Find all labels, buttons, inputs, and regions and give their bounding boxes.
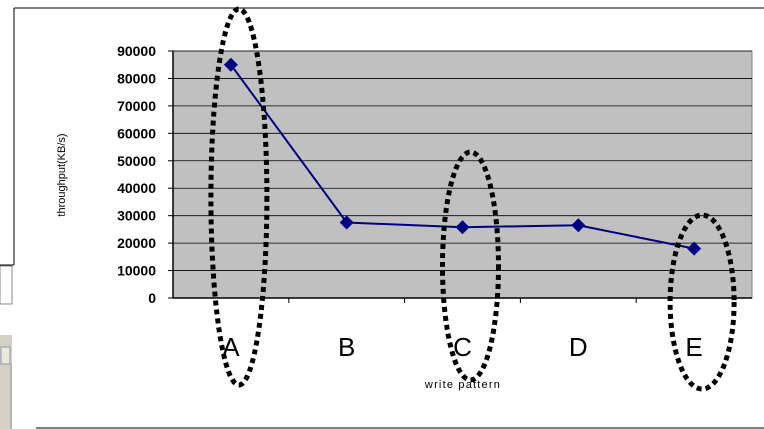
y-axis-ticks: 0 10000 20000 30000 40000 50000 60000 70000 8000… [117,43,173,306]
y-tick-label: 10000 [117,263,156,279]
y-axis-label: throughput(KB/s) [56,133,68,216]
y-tick-label: 60000 [117,125,156,141]
frame-lines [0,7,764,429]
plot-area [172,50,753,299]
x-tick-label: D [569,332,588,362]
highlight-ellipse-e [667,212,737,392]
y-tick-label: 90000 [117,43,156,59]
x-axis-ticks: A B C D E [222,298,703,362]
y-tick-label: 50000 [117,153,156,169]
data-point-marker [339,215,354,230]
x-tick-label: C [453,332,472,362]
background-window-fragment [0,265,13,429]
data-point-marker [455,220,470,235]
y-tick-label: 70000 [117,98,156,114]
x-axis-label: write pattern [424,379,501,391]
highlight-ellipse-a [208,6,270,388]
y-tick-label: 40000 [117,180,156,196]
y-tick-label: 20000 [117,235,156,251]
highlight-ellipses [208,6,737,392]
x-tick-label: B [338,332,355,362]
data-point-marker [687,241,702,256]
data-point-marker [223,57,238,72]
y-tick-label: 0 [148,290,156,306]
highlight-ellipse-c [440,149,501,383]
y-tick-label: 30000 [117,208,156,224]
series-line-group [223,57,702,256]
x-tick-label: A [222,332,240,362]
data-point-marker [571,218,586,233]
x-tick-label: E [685,332,702,362]
y-tick-label: 80000 [117,70,156,86]
